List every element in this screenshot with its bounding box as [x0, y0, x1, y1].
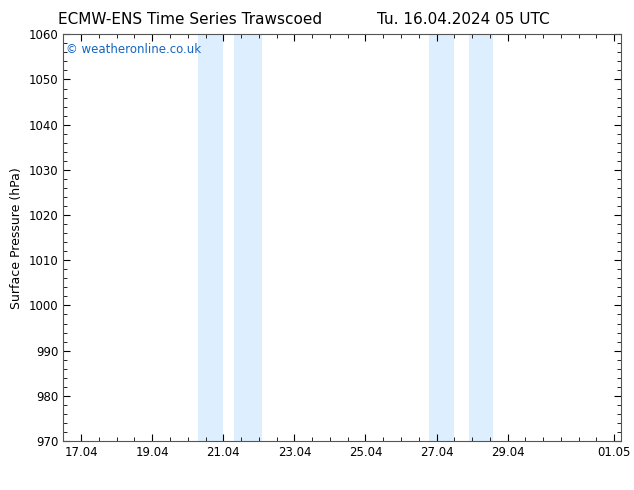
- Y-axis label: Surface Pressure (hPa): Surface Pressure (hPa): [10, 167, 23, 309]
- Bar: [198, 34, 223, 441]
- Bar: [234, 34, 262, 441]
- Bar: [429, 34, 455, 441]
- Text: Tu. 16.04.2024 05 UTC: Tu. 16.04.2024 05 UTC: [377, 12, 549, 27]
- Text: © weatheronline.co.uk: © weatheronline.co.uk: [66, 43, 202, 56]
- Bar: [469, 34, 493, 441]
- Text: ECMW-ENS Time Series Trawscoed: ECMW-ENS Time Series Trawscoed: [58, 12, 322, 27]
